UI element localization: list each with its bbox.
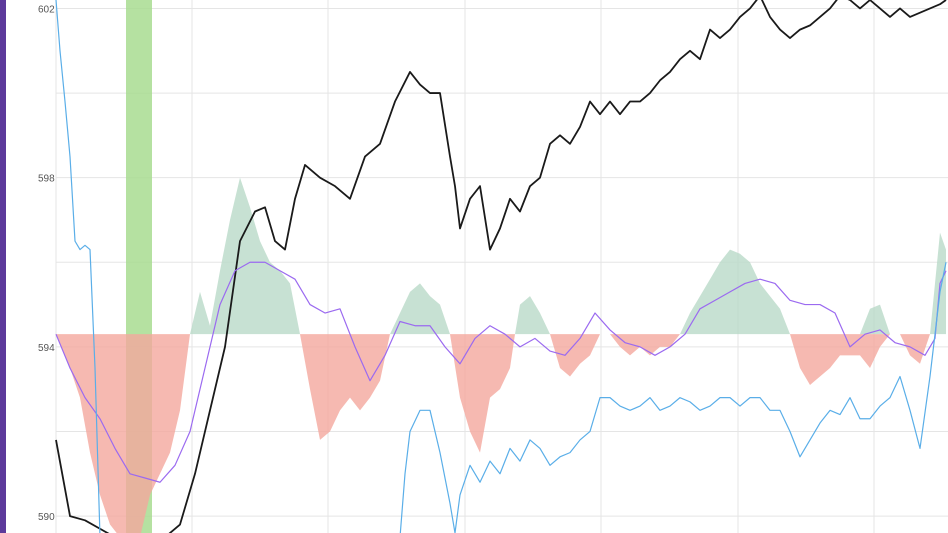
left-accent-bar [0,0,6,533]
y-tick-label: 602 [38,4,55,15]
line-series-2 [55,0,947,533]
area-series-3 [56,177,946,335]
y-tick-label: 590 [38,512,55,523]
y-tick-label: 598 [38,174,55,185]
line-series-1 [55,261,947,483]
area-layer [56,177,946,533]
line-series-0 [55,0,947,533]
y-tick-label: 594 [38,343,55,354]
area-series-4 [56,334,930,533]
y-axis-ticks: 590 594 598 602 [38,4,55,523]
grid-layer [55,0,948,533]
line-layer [55,0,947,533]
